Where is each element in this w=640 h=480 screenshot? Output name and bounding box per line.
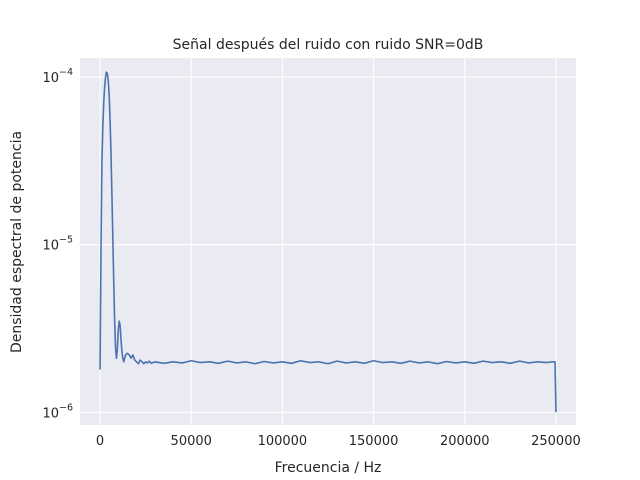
plot-background [80,58,576,425]
y-tick-exponent: −5 [59,235,73,246]
y-tick-base: 10 [42,239,59,254]
x-tick-label: 100000 [258,434,308,449]
x-axis-label: Frecuencia / Hz [275,460,382,476]
y-tick-label: 10−6 [42,402,73,421]
chart-title: Señal después del ruido con ruido SNR=0d… [173,37,484,53]
y-tick-label: 10−5 [42,235,73,254]
x-tick-label: 150000 [349,434,399,449]
series-group [99,71,557,413]
series-line-0 [99,71,557,413]
x-tick-label: 50000 [171,434,212,449]
x-tick-label: 250000 [531,434,581,449]
grid [80,58,576,425]
y-axis-label: Densidad espectral de potencia [9,131,25,353]
x-tick-label: 0 [96,434,104,449]
y-tick-labels: 10−610−510−4 [42,67,73,421]
y-tick-label: 10−4 [42,67,73,86]
x-tick-label: 200000 [440,434,490,449]
y-tick-exponent: −4 [59,67,73,78]
x-tick-labels: 0 50000 100000 150000 200000 250000 [96,434,581,449]
y-tick-exponent: −6 [59,402,73,413]
y-tick-base: 10 [42,71,59,86]
y-tick-base: 10 [42,406,59,421]
